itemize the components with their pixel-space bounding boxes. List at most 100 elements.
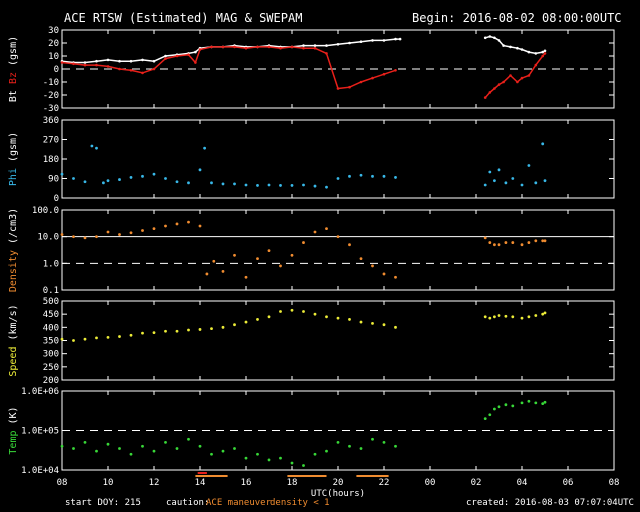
data-point-phi <box>83 180 87 184</box>
y-tick-label: 1.0E+04 <box>21 466 59 476</box>
x-tick-label: 16 <box>241 478 252 488</box>
data-point-speed <box>187 328 190 332</box>
data-point-phi <box>520 183 524 187</box>
data-point-density <box>244 275 248 279</box>
x-tick-label: 06 <box>563 478 574 488</box>
data-point-density <box>504 241 508 244</box>
data-point-phi <box>302 183 305 187</box>
data-point-temp <box>267 458 271 462</box>
data-point-temp <box>256 452 259 456</box>
data-point-temp <box>534 401 538 405</box>
data-point-phi <box>511 177 515 180</box>
data-point-phi <box>221 182 225 186</box>
data-point-speed <box>493 315 496 319</box>
y-tick-label: 10.0 <box>37 233 59 243</box>
data-point-temp <box>313 452 317 456</box>
data-point-speed <box>382 323 386 327</box>
data-point-temp <box>95 449 98 453</box>
data-point-phi <box>267 183 271 187</box>
data-point-phi <box>152 172 156 176</box>
data-point-density <box>198 224 202 228</box>
data-point-phi <box>543 179 547 183</box>
data-point-temp <box>527 399 531 403</box>
y-tick-label: 250 <box>43 363 59 373</box>
data-point-temp <box>118 447 121 450</box>
data-point-phi <box>175 180 179 184</box>
data-point-speed <box>221 325 225 329</box>
y-axis-label-part: Temp <box>8 431 19 455</box>
y-axis-label-part: (/cm3) <box>8 208 19 250</box>
x-tick-label: 00 <box>425 478 436 488</box>
data-point-speed <box>279 310 282 313</box>
y-axis-label-part: (gsm) <box>8 36 19 72</box>
data-point-speed <box>497 314 501 317</box>
data-point-temp <box>504 403 508 407</box>
data-point-temp <box>210 452 213 456</box>
y-axis-label: Density (/cm3) <box>8 208 19 292</box>
data-point-density <box>72 235 75 239</box>
data-point-temp <box>290 461 294 465</box>
x-tick-label: 20 <box>333 478 344 488</box>
data-point-speed <box>394 325 397 329</box>
data-point-phi <box>141 174 144 178</box>
data-point-speed <box>488 316 492 320</box>
data-point-density <box>543 239 547 243</box>
series-line-bz <box>61 46 396 90</box>
x-axis-label: UTC(hours) <box>311 489 365 499</box>
data-point-phi <box>488 170 492 174</box>
data-point-temp <box>129 452 133 456</box>
data-point-temp <box>83 440 87 444</box>
data-point-phi <box>325 185 328 189</box>
data-point-density <box>534 239 538 243</box>
data-point-speed <box>359 320 363 324</box>
data-point-density <box>313 230 317 234</box>
data-point-density <box>394 275 397 279</box>
y-axis-label-part: Bz <box>8 72 19 90</box>
data-point-density <box>60 233 64 236</box>
data-point-temp <box>198 444 202 448</box>
data-point-phi <box>102 181 105 185</box>
y-tick-label: -30 <box>43 104 59 114</box>
y-axis-label: Bt Bz (gsm) <box>8 36 19 102</box>
begin-time: Begin: 2016-08-02 08:00:00UTC <box>412 11 622 25</box>
data-point-phi <box>244 183 248 187</box>
y-axis-label-part: Speed <box>8 347 19 377</box>
data-point-density <box>290 253 294 257</box>
data-point-speed <box>511 315 515 319</box>
data-point-temp <box>483 417 487 421</box>
series-line-bt <box>61 38 401 64</box>
data-point-speed <box>541 312 545 316</box>
data-point-phi <box>60 172 64 176</box>
y-tick-label: 500 <box>43 297 59 307</box>
y-axis-label: Speed (km/s) <box>8 304 19 376</box>
data-point-density <box>95 235 98 239</box>
data-point-phi <box>203 146 207 150</box>
y-axis-label-part: Density <box>8 250 19 292</box>
data-point-speed <box>483 315 487 319</box>
x-tick-label: 08 <box>57 478 68 488</box>
data-point-density <box>348 243 351 247</box>
data-point-temp <box>497 405 501 409</box>
data-point-density <box>488 241 492 244</box>
chart-title: ACE RTSW (Estimated) MAG & SWEPAM <box>64 11 303 25</box>
data-point-temp <box>394 444 397 448</box>
created-time: created: 2016-08-03 07:07:04UTC <box>466 498 634 508</box>
data-point-density <box>141 229 144 232</box>
data-point-phi <box>187 181 190 185</box>
data-point-density <box>520 243 524 247</box>
y-tick-label: 360 <box>43 116 59 126</box>
data-point-phi <box>483 183 487 187</box>
data-point-speed <box>325 315 328 319</box>
data-point-phi <box>129 176 133 179</box>
data-point-temp <box>543 400 547 404</box>
y-tick-label: -20 <box>43 91 59 101</box>
data-point-speed <box>60 337 64 341</box>
data-point-density <box>527 241 531 244</box>
data-point-phi <box>210 181 213 185</box>
y-axis-label: Temp (K) <box>8 406 19 454</box>
data-point-density <box>302 241 305 244</box>
data-point-phi <box>497 168 501 172</box>
y-tick-label: 30 <box>48 26 59 36</box>
y-axis-label: Phi (gsm) <box>8 132 19 186</box>
